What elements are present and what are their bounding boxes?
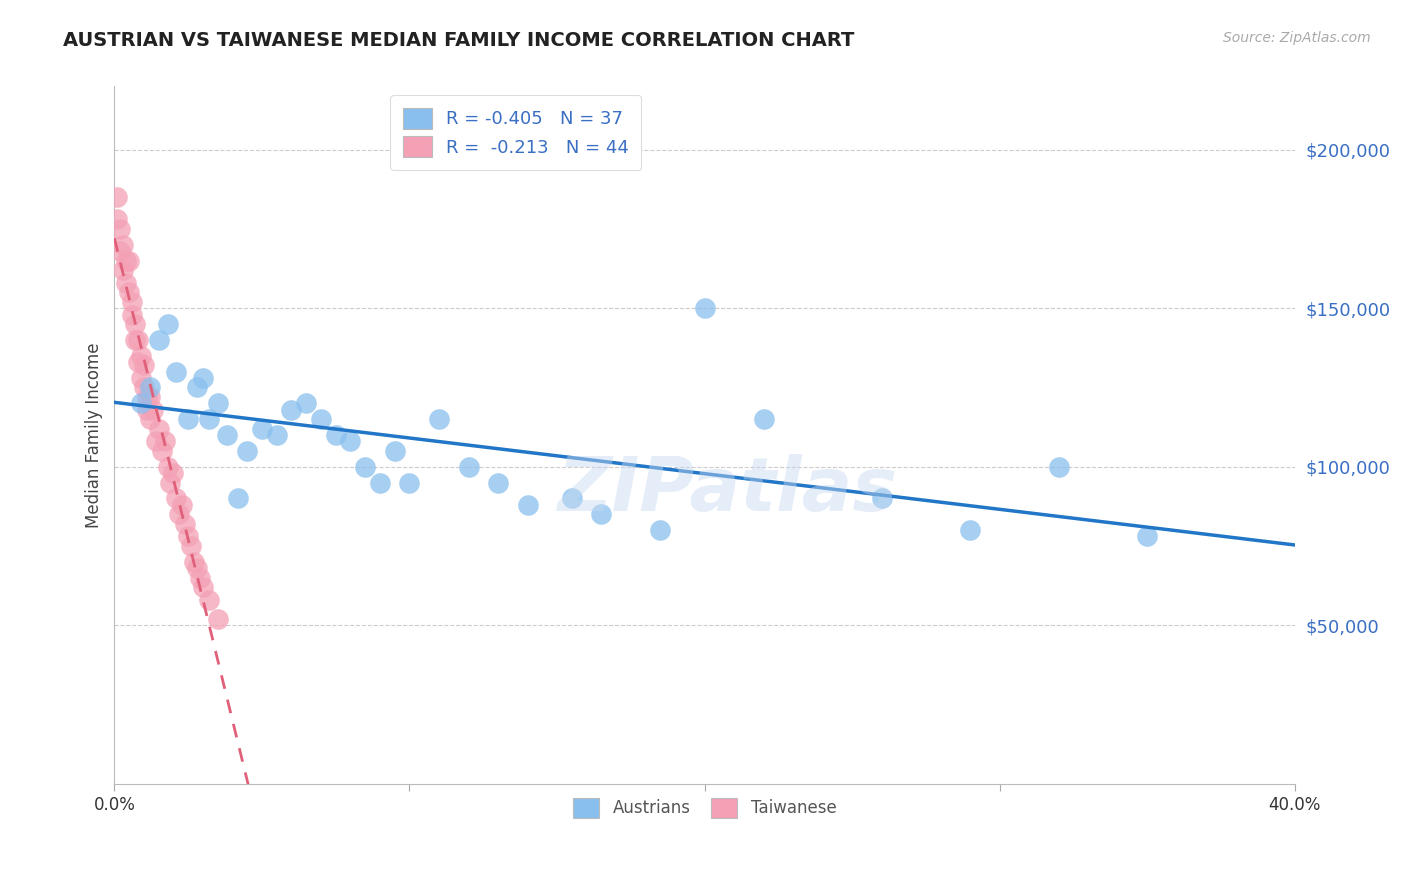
Point — [398, 475, 420, 490]
Point — [139, 380, 162, 394]
Point — [115, 276, 138, 290]
Point — [112, 238, 135, 252]
Point — [118, 285, 141, 300]
Point — [174, 516, 197, 531]
Point — [169, 508, 191, 522]
Point — [115, 253, 138, 268]
Text: ZIPatlas: ZIPatlas — [558, 454, 898, 527]
Point — [129, 349, 152, 363]
Point — [368, 475, 391, 490]
Point — [266, 428, 288, 442]
Point — [105, 190, 128, 204]
Point — [384, 443, 406, 458]
Point — [105, 212, 128, 227]
Point — [132, 359, 155, 373]
Point — [124, 333, 146, 347]
Point — [150, 443, 173, 458]
Point — [132, 380, 155, 394]
Point — [180, 539, 202, 553]
Point — [156, 317, 179, 331]
Point — [228, 491, 250, 506]
Point — [110, 244, 132, 259]
Point — [959, 523, 981, 537]
Point — [142, 402, 165, 417]
Point — [339, 434, 361, 449]
Legend: Austrians, Taiwanese: Austrians, Taiwanese — [567, 791, 844, 824]
Point — [129, 396, 152, 410]
Text: AUSTRIAN VS TAIWANESE MEDIAN FAMILY INCOME CORRELATION CHART: AUSTRIAN VS TAIWANESE MEDIAN FAMILY INCO… — [63, 31, 855, 50]
Point — [354, 459, 377, 474]
Point — [427, 412, 450, 426]
Point — [561, 491, 583, 506]
Point — [145, 434, 167, 449]
Point — [186, 561, 208, 575]
Point — [110, 222, 132, 236]
Point — [870, 491, 893, 506]
Y-axis label: Median Family Income: Median Family Income — [86, 343, 103, 528]
Point — [198, 412, 221, 426]
Point — [156, 459, 179, 474]
Point — [139, 412, 162, 426]
Point — [325, 428, 347, 442]
Point — [516, 498, 538, 512]
Point — [280, 402, 302, 417]
Point — [135, 402, 157, 417]
Point — [135, 390, 157, 404]
Point — [309, 412, 332, 426]
Point — [1136, 529, 1159, 543]
Point — [250, 422, 273, 436]
Point — [693, 301, 716, 316]
Point — [191, 580, 214, 594]
Point — [148, 333, 170, 347]
Point — [650, 523, 672, 537]
Point — [124, 317, 146, 331]
Point — [752, 412, 775, 426]
Point — [1047, 459, 1070, 474]
Point — [112, 263, 135, 277]
Point — [162, 466, 184, 480]
Point — [148, 422, 170, 436]
Point — [183, 555, 205, 569]
Text: Source: ZipAtlas.com: Source: ZipAtlas.com — [1223, 31, 1371, 45]
Point — [172, 498, 194, 512]
Point — [121, 308, 143, 322]
Point — [457, 459, 479, 474]
Point — [207, 612, 229, 626]
Point — [127, 333, 149, 347]
Point — [121, 294, 143, 309]
Point — [165, 365, 187, 379]
Point — [215, 428, 238, 442]
Point — [186, 380, 208, 394]
Point — [177, 529, 200, 543]
Point — [198, 593, 221, 607]
Point — [207, 396, 229, 410]
Point — [486, 475, 509, 490]
Point — [153, 434, 176, 449]
Point — [139, 390, 162, 404]
Point — [295, 396, 318, 410]
Point — [127, 355, 149, 369]
Point — [118, 253, 141, 268]
Point — [129, 371, 152, 385]
Point — [188, 571, 211, 585]
Point — [236, 443, 259, 458]
Point — [177, 412, 200, 426]
Point — [591, 508, 613, 522]
Point — [191, 371, 214, 385]
Point — [159, 475, 181, 490]
Point — [165, 491, 187, 506]
